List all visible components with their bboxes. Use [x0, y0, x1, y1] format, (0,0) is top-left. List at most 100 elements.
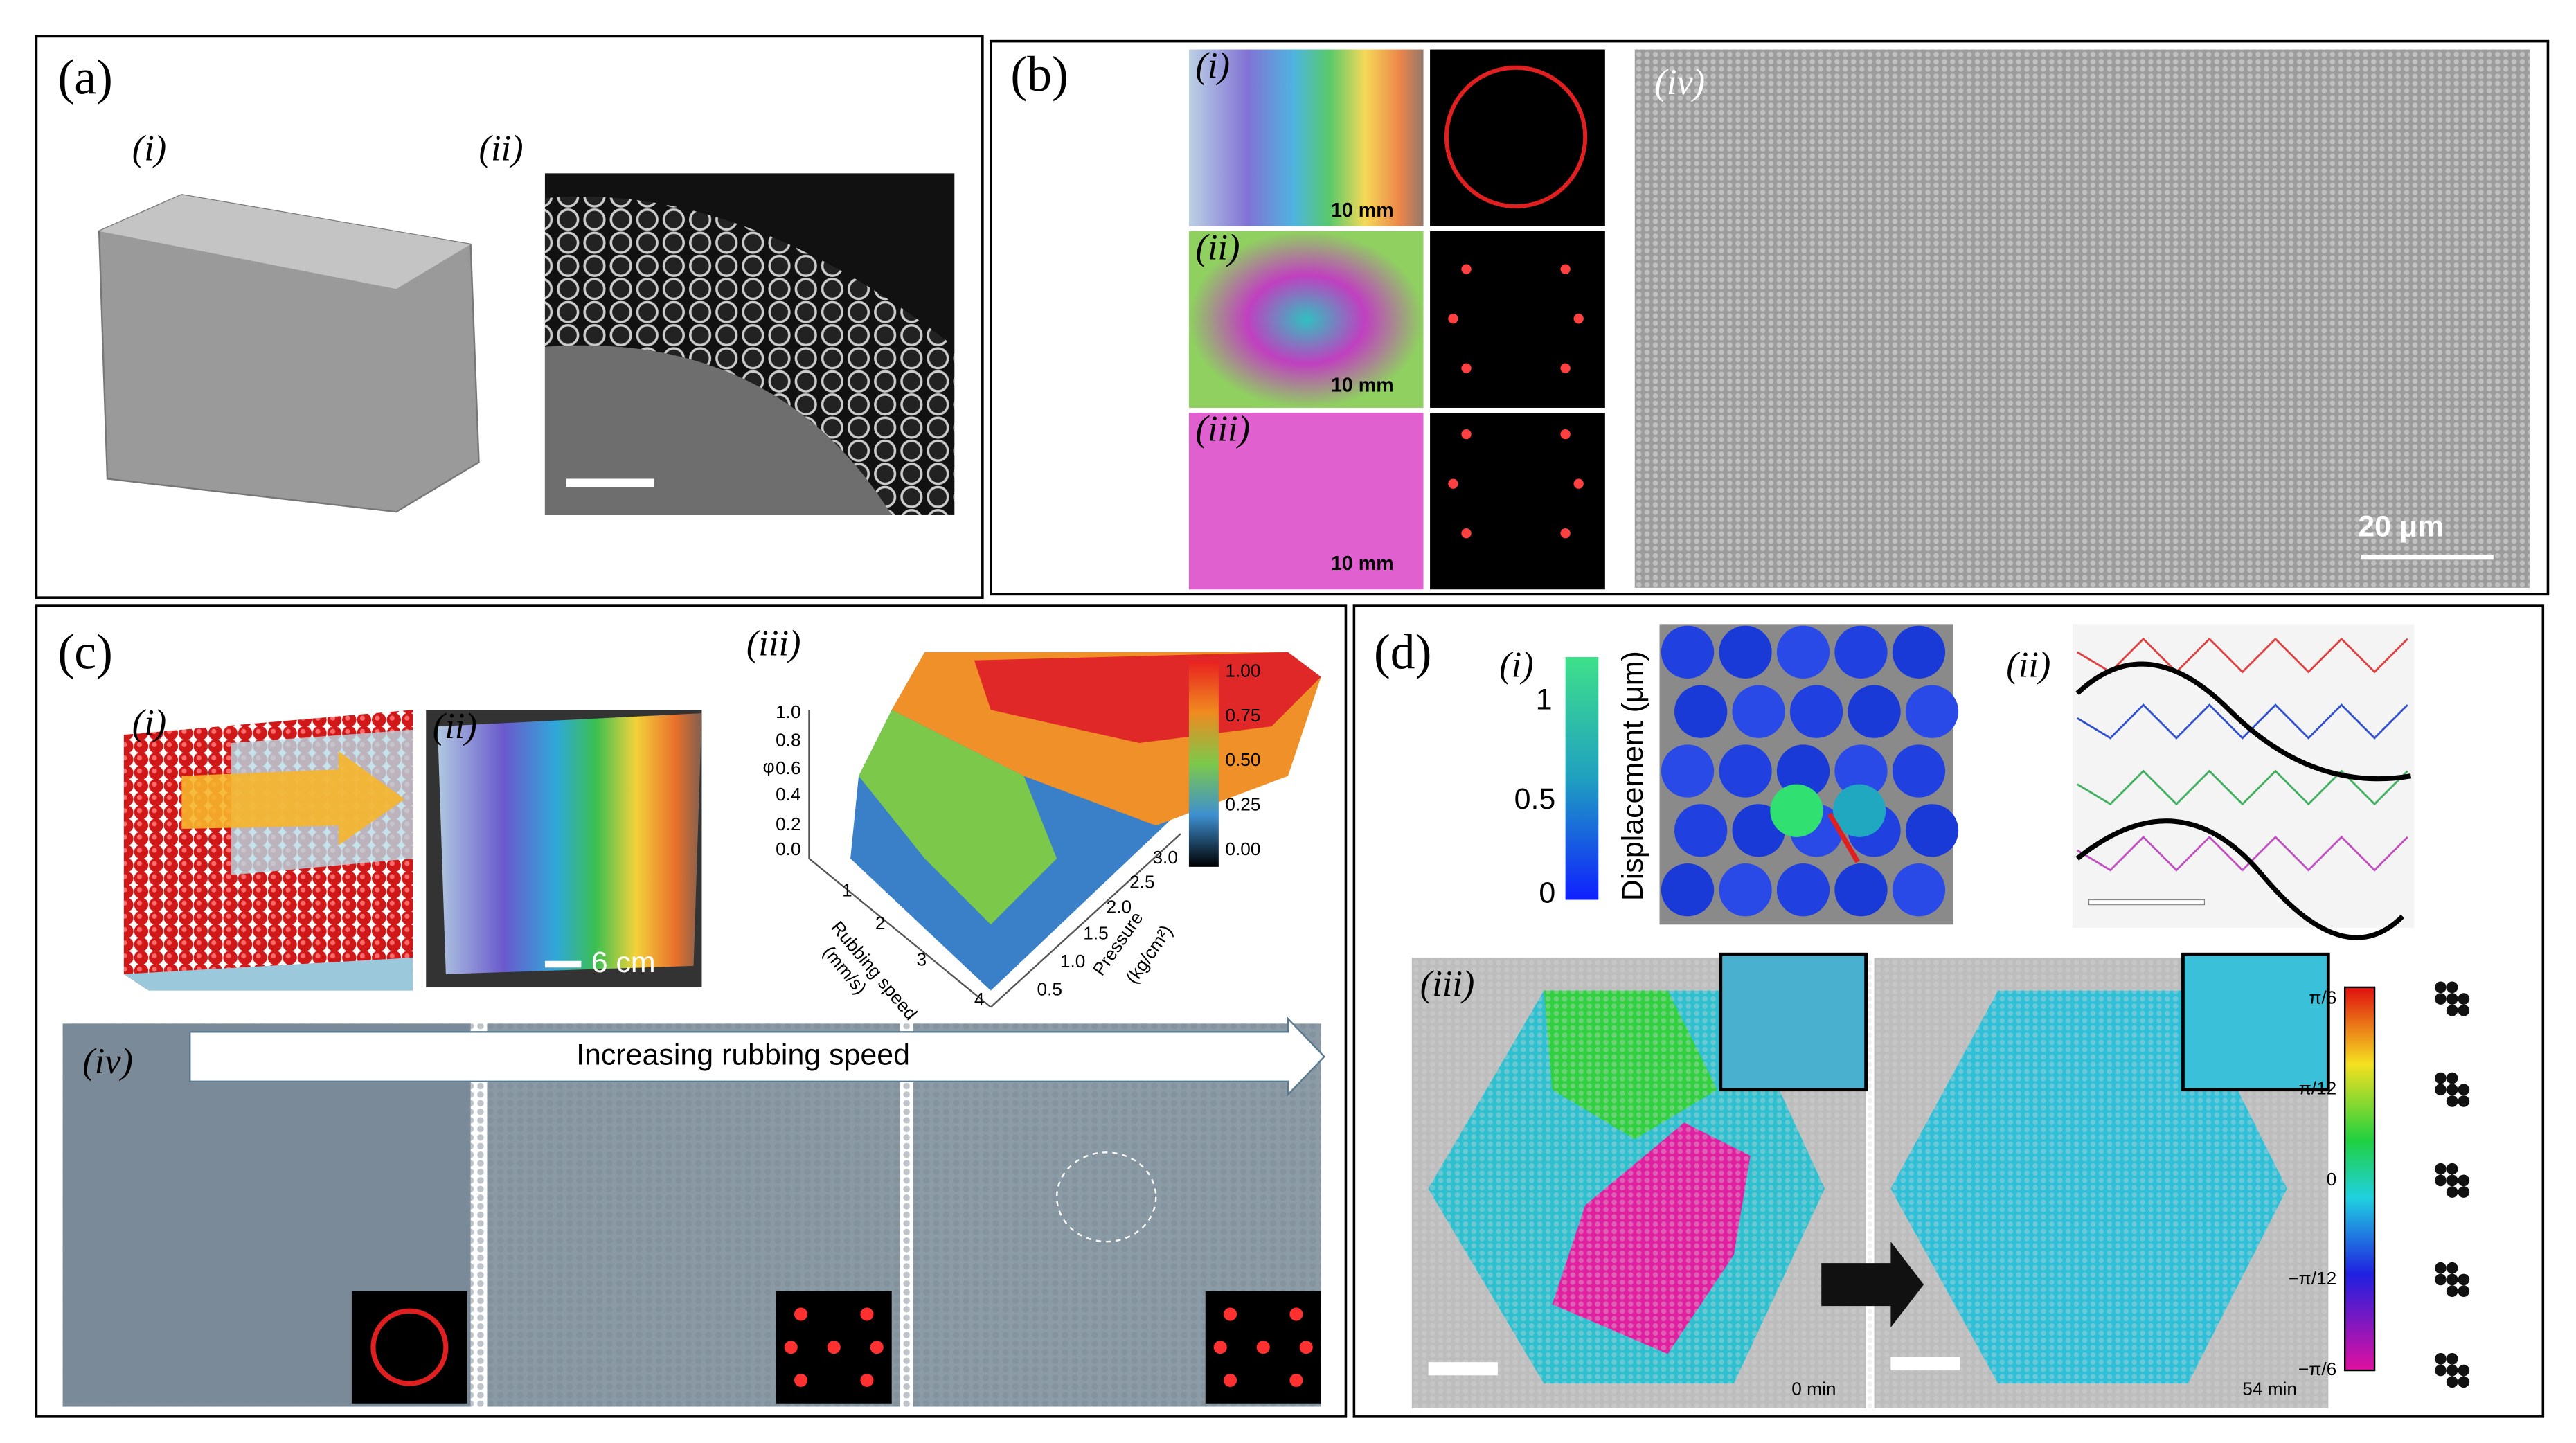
label: 0.2	[776, 814, 800, 834]
icon-dot	[2435, 1084, 2447, 1096]
icon-dot	[2446, 1273, 2458, 1286]
label: (i)	[132, 128, 167, 168]
fft-spot	[794, 1307, 808, 1321]
particle	[1834, 744, 1888, 798]
label: 0	[1539, 877, 1555, 910]
icon-dot	[2446, 1004, 2458, 1016]
cluster-texture	[1411, 957, 2329, 1408]
trajectory	[2077, 637, 2408, 674]
particle	[1834, 863, 1888, 917]
trajectory	[2077, 835, 2408, 872]
label: (i)	[1499, 645, 1534, 685]
surface	[859, 710, 1057, 925]
fft-spot	[860, 1373, 874, 1387]
label: 0.5	[1037, 979, 1062, 1000]
panel-c-frame	[35, 604, 1348, 1418]
fft-image	[1430, 49, 1605, 226]
substrate	[123, 957, 413, 991]
icon-dot	[2446, 1353, 2458, 1365]
particle	[1732, 685, 1785, 738]
icon-dot	[2458, 1273, 2470, 1286]
icon-dot	[2446, 1174, 2458, 1187]
fft-spot	[784, 1341, 798, 1354]
boundary	[2075, 661, 2412, 940]
scale-bar	[2088, 899, 2206, 906]
speed-arrow	[189, 1016, 1326, 1097]
label: 0.4	[776, 784, 800, 805]
fft-image	[1430, 413, 1605, 590]
label: 0.6	[776, 758, 800, 778]
icon-dot	[2458, 1376, 2470, 1388]
scale-bar	[2361, 555, 2494, 560]
fft-inset	[351, 1291, 467, 1404]
label: (ii)	[433, 706, 477, 746]
label: 1.00	[1225, 660, 1260, 681]
particle	[1661, 863, 1715, 917]
particle	[1789, 685, 1843, 738]
particle	[1832, 784, 1886, 837]
label: 10 mm	[1331, 375, 1394, 397]
fft-spot	[1224, 1373, 1237, 1387]
particle	[1892, 744, 1946, 798]
crystal-texture	[1634, 49, 2530, 588]
label: (b)	[1010, 47, 1068, 102]
label: (ii)	[2006, 645, 2050, 685]
colorbar	[1565, 657, 1599, 900]
panel-b-frame	[989, 39, 2550, 596]
label: 10 mm	[1331, 553, 1394, 575]
label: (i)	[132, 703, 167, 743]
icon-dot	[2458, 1186, 2470, 1198]
label: −π/6	[2298, 1359, 2336, 1379]
icon-dot	[2446, 1084, 2458, 1096]
label: Displacement (μm)	[1616, 651, 1649, 901]
fft-spot	[1461, 429, 1472, 440]
icon-dot	[2446, 1186, 2458, 1198]
icon-dot	[2435, 1174, 2447, 1187]
icon-dot	[2446, 1285, 2458, 1297]
label: 0	[2327, 1169, 2337, 1190]
micrograph-texture	[62, 1023, 1321, 1407]
fft-spot	[1560, 264, 1571, 274]
label: (iv)	[82, 1041, 133, 1082]
icon-dot	[2435, 1353, 2447, 1365]
label: 3.0	[1152, 847, 1177, 868]
sem-substrate	[544, 345, 892, 515]
label: (iii)	[1195, 409, 1250, 449]
fft-spot	[870, 1341, 884, 1354]
particle	[1719, 863, 1772, 917]
label: 0 min	[1791, 1379, 1836, 1399]
icon-dot	[2458, 1095, 2470, 1107]
particle	[1661, 625, 1715, 679]
label: 0.25	[1225, 794, 1260, 815]
colorbar	[2343, 986, 2376, 1372]
label: (iii)	[1420, 964, 1475, 1004]
label: (iii)	[746, 624, 801, 664]
label: 1	[1536, 683, 1553, 717]
icon-dot	[2446, 981, 2458, 994]
label: π/6	[2309, 987, 2336, 1008]
label: 0.75	[1225, 705, 1260, 726]
displacement-arrow	[1827, 812, 1860, 863]
icon-dot	[2435, 1262, 2447, 1274]
label: 0.0	[776, 839, 800, 859]
fft-ring	[370, 1308, 449, 1386]
label: 3	[916, 949, 927, 970]
icon-dot	[2458, 1174, 2470, 1187]
label: (a)	[57, 51, 112, 105]
label: 0.00	[1225, 839, 1260, 859]
fft-spot	[1461, 264, 1472, 274]
particle	[1848, 685, 1901, 738]
particle	[1776, 625, 1830, 679]
trajectory	[2077, 703, 2408, 740]
fft-spot	[827, 1341, 841, 1354]
label: 54 min	[2242, 1379, 2297, 1399]
icon-dot	[2458, 1364, 2470, 1377]
label: (d)	[1374, 625, 1431, 679]
fft-spot	[1289, 1373, 1303, 1387]
fft-spot	[1461, 363, 1472, 373]
fft-spot	[1448, 478, 1458, 489]
scale-bar	[1428, 1362, 1498, 1376]
film-image	[1188, 49, 1424, 226]
